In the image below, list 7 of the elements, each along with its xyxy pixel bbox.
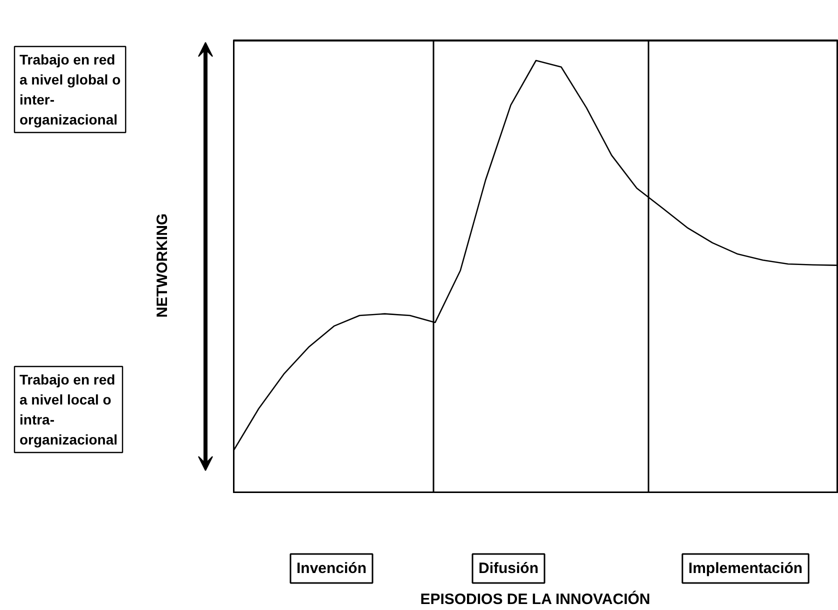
text: Trabajo en red a nivel global o inter- organizacional — [20, 52, 121, 128]
text: EPISODIOS DE LA INNOVACIÓN — [420, 590, 650, 608]
text: Trabajo en red a nivel local o intra- organizacional — [20, 372, 118, 448]
text: Difusión — [478, 560, 539, 577]
text: Invención — [296, 560, 367, 577]
y-axis-title: NETWORKING — [154, 213, 171, 318]
text: Implementación — [688, 560, 803, 577]
